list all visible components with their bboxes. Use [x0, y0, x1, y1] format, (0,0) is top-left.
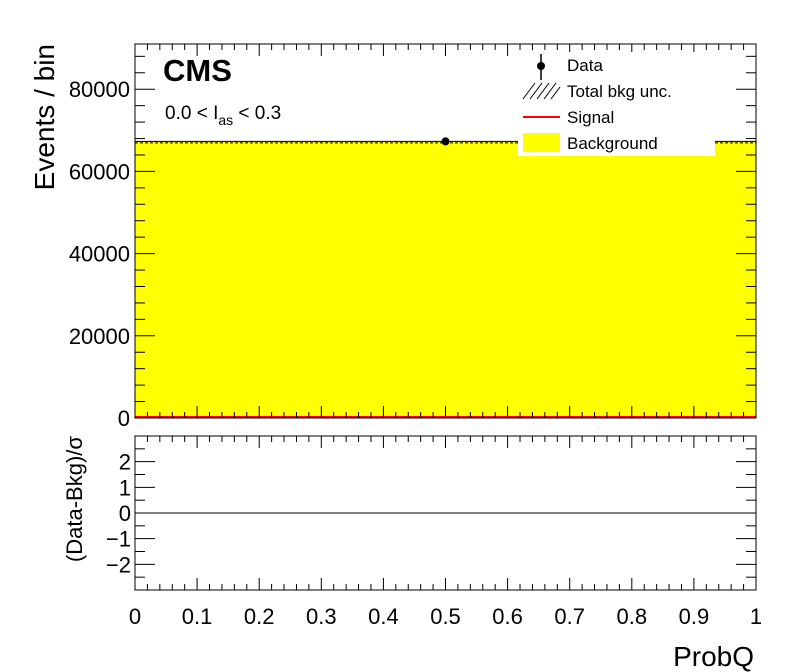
x-tick-label: 0.1 — [182, 604, 213, 629]
legend-label-background: Background — [567, 134, 658, 153]
legend-data-marker — [537, 62, 545, 70]
x-tick-label: 0.7 — [554, 604, 585, 629]
ratio-y-tick-label: 2 — [119, 450, 131, 475]
x-tick-label: 0.3 — [306, 604, 337, 629]
x-tick-label: 0.9 — [679, 604, 710, 629]
selection-label-suffix: < 0.3 — [233, 103, 281, 124]
legend-hatch-swatch — [522, 82, 561, 100]
x-tick-label: 0.8 — [617, 604, 648, 629]
ratio-y-axis-title: (Data-Bkg)/σ — [62, 436, 87, 562]
x-tick-labels: 0 0.1 0.2 0.3 0.4 0.5 0.6 0.7 0.8 0.9 1 — [129, 604, 762, 629]
y-tick-label: 40000 — [69, 242, 130, 267]
ratio-y-tick-label: −1 — [106, 527, 131, 552]
x-tick-label: 1 — [750, 604, 762, 629]
x-tick-label: 0.5 — [430, 604, 461, 629]
main-y-tick-labels: 0 20000 40000 60000 80000 — [69, 77, 130, 431]
x-tick-label: 0.6 — [492, 604, 523, 629]
legend-label-total-bkg-unc: Total bkg unc. — [567, 82, 672, 101]
selection-label-subscript: as — [218, 112, 233, 128]
legend: Data Total bkg unc. Signal Background — [518, 52, 715, 156]
x-tick-label: 0 — [129, 604, 141, 629]
x-tick-label: 0.4 — [368, 604, 399, 629]
background-histogram-bar — [135, 141, 756, 418]
y-tick-label: 60000 — [69, 159, 130, 184]
y-tick-label: 0 — [118, 406, 130, 431]
selection-label: 0.0 < Ias < 0.3 — [165, 103, 281, 128]
legend-background-swatch — [523, 133, 560, 152]
main-panel: 0 20000 40000 60000 80000 Events / bin CMS 0… — [29, 43, 757, 431]
cms-label: CMS — [163, 53, 232, 88]
ratio-y-tick-label: −2 — [106, 552, 131, 577]
legend-label-signal: Signal — [567, 108, 614, 127]
x-tick-label: 0.2 — [244, 604, 275, 629]
y-tick-label: 80000 — [69, 77, 130, 102]
ratio-axis-ticks — [134, 435, 757, 591]
x-axis-title: ProbQ — [673, 641, 754, 672]
legend-label-data: Data — [567, 56, 603, 75]
data-points — [441, 137, 450, 146]
selection-label-prefix: 0.0 < I — [165, 103, 218, 124]
main-axis-ticks — [134, 44, 757, 419]
data-point — [441, 137, 450, 146]
y-tick-label: 20000 — [69, 324, 130, 349]
ratio-y-tick-label: 0 — [119, 501, 131, 526]
y-axis-title: Events / bin — [29, 44, 60, 190]
ratio-y-tick-label: 1 — [119, 475, 131, 500]
